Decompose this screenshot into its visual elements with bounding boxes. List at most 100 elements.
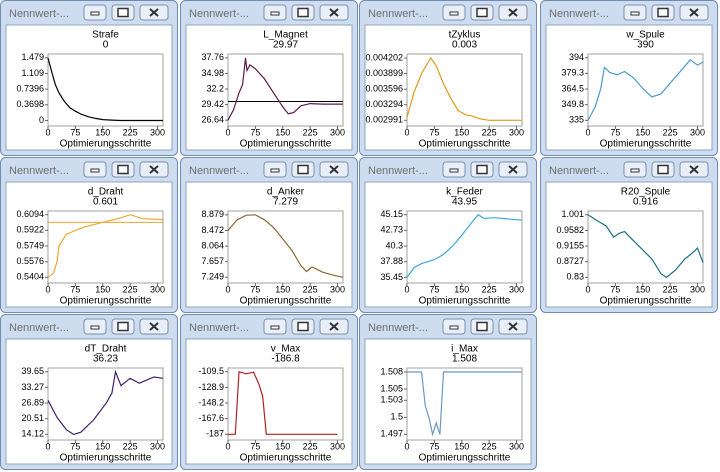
x-axis-label: Optimierungsschritte [419,296,511,307]
x-tick-label: 300 [330,127,345,137]
maximize-button[interactable] [291,4,315,21]
series-line [47,57,163,122]
x-axis-label: Optimierungsschritte [240,296,332,307]
x-tick-label: 225 [482,127,497,137]
x-tick-label: 0 [45,284,50,294]
x-axis-label: Optimierungsschritte [240,139,332,150]
plot-area [587,210,704,284]
minimize-button[interactable] [623,161,647,178]
button-icon [149,165,159,174]
button-icon [297,164,309,175]
close-button[interactable] [498,4,528,21]
y-tick-label: 349.8 [561,99,584,109]
minimize-button[interactable] [442,4,466,21]
minimize-button[interactable] [83,4,107,21]
close-button[interactable] [139,4,169,21]
x-tick-label: 150 [635,127,650,137]
button-icon [90,168,100,173]
minimize-button[interactable] [442,318,466,335]
current-value: 0.916 [633,197,658,208]
close-button[interactable] [498,161,528,178]
y-tick-label: 34.98 [201,68,224,78]
y-tick-label: 37.88 [380,256,403,266]
x-tick-label: 300 [150,441,165,451]
minimize-button[interactable] [263,161,287,178]
x-tick-label: 150 [275,441,290,451]
button-icon [117,7,129,18]
button-icon [297,321,309,332]
button-icon [270,325,280,330]
x-axis-label: Optimierungsschritte [240,453,332,464]
x-tick-label: 150 [95,127,110,137]
window-title: Nennwert-... [368,165,428,177]
chart-title: v_Max [271,344,300,355]
y-tick-label: 14.12 [21,429,44,439]
button-icon [117,164,129,175]
x-tick-label: 150 [454,284,469,294]
close-button[interactable] [319,318,349,335]
x-axis-label: Optimierungsschritte [600,139,692,150]
plot-area [227,53,344,127]
y-tick-label: 0.9582 [556,225,584,235]
minimize-button[interactable] [263,318,287,335]
x-tick-label: 300 [509,127,524,137]
maximize-button[interactable] [470,4,494,21]
maximize-button[interactable] [470,318,494,335]
x-tick-label: 0 [225,441,230,451]
maximize-button[interactable] [111,318,135,335]
x-tick-label: 75 [610,284,620,294]
window-title: Nennwert-... [368,8,428,20]
chart-title: tZyklus [449,30,481,41]
maximize-button[interactable] [111,4,135,21]
chart-title: d_Draht [88,187,124,198]
minimize-button[interactable] [263,4,287,21]
y-tick-label: 8.472 [201,225,224,235]
button-icon [270,11,280,16]
minimize-button[interactable] [83,318,107,335]
chart-title: w_Spule [625,30,665,41]
x-tick-label: 225 [663,127,678,137]
series-line [406,56,522,121]
x-tick-label: 300 [690,127,705,137]
series-line [47,214,164,278]
y-tick-label: 364.5 [561,83,584,93]
x-tick-label: 225 [663,284,678,294]
maximize-button[interactable] [651,161,675,178]
maximize-button[interactable] [651,4,675,21]
y-tick-label: -187 [206,429,224,439]
maximize-button[interactable] [291,318,315,335]
plot-area [587,53,704,127]
close-button[interactable] [498,318,528,335]
y-tick-label: 0.3698 [16,99,44,109]
button-icon [90,11,100,16]
x-tick-label: 300 [150,127,165,137]
y-tick-label: 7.657 [201,256,224,266]
maximize-button[interactable] [291,161,315,178]
x-tick-label: 75 [70,284,80,294]
y-tick-label: 0.8727 [556,256,584,266]
minimize-button[interactable] [83,161,107,178]
x-tick-label: 150 [275,284,290,294]
minimize-button[interactable] [442,161,466,178]
x-tick-label: 0 [404,284,409,294]
close-button[interactable] [319,161,349,178]
close-button[interactable] [679,161,709,178]
window-title: Nennwert-... [9,8,69,20]
x-tick-label: 75 [250,127,260,137]
minimize-button[interactable] [623,4,647,21]
current-value: 1.508 [452,354,477,365]
close-button[interactable] [139,318,169,335]
maximize-button[interactable] [470,161,494,178]
maximize-button[interactable] [111,161,135,178]
y-tick-label: 0.003294 [365,99,403,109]
button-icon [449,168,459,173]
y-tick-label: 37.76 [201,52,224,62]
close-button[interactable] [139,161,169,178]
close-button[interactable] [679,4,709,21]
y-tick-label: 33.27 [21,382,44,392]
current-value: 0.601 [93,197,118,208]
close-button[interactable] [319,4,349,21]
